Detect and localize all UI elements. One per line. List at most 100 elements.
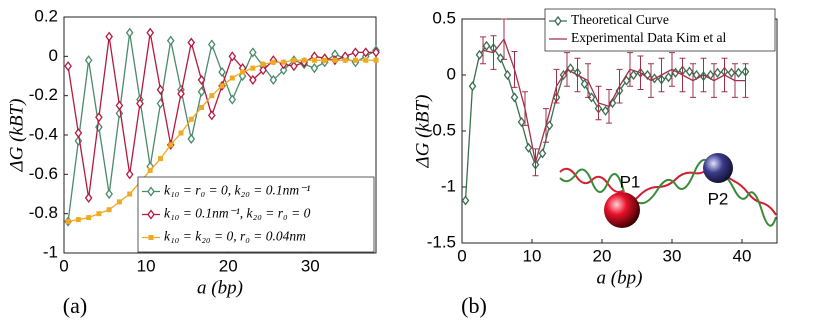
marker (322, 57, 328, 63)
error-bar (553, 68, 560, 104)
marker (188, 116, 194, 122)
marker (177, 88, 185, 99)
x-tick-label: 0 (59, 256, 68, 275)
marker (468, 81, 477, 92)
y-tick-label: -0.8 (29, 203, 58, 222)
marker (228, 94, 237, 105)
error-bar (574, 57, 581, 93)
marker (279, 65, 288, 76)
marker (363, 57, 369, 63)
y-tick-label: 0 (447, 64, 456, 83)
legend-box (137, 176, 375, 253)
marker (197, 86, 206, 97)
error-bar (669, 52, 675, 87)
marker (127, 191, 133, 197)
marker (290, 61, 298, 72)
y-axis-label: ΔG (kBT) (412, 95, 433, 169)
marker (311, 57, 317, 63)
error-bar (511, 50, 518, 88)
error-bar (742, 63, 749, 98)
y-tick-label: 0 (49, 46, 58, 65)
error-bar (543, 108, 549, 143)
y-axis-label: ΔG (kBT) (6, 99, 27, 173)
marker (228, 51, 237, 62)
y-tick-label: -1.5 (427, 232, 456, 251)
error-bar (721, 57, 728, 93)
marker (281, 59, 287, 65)
marker (64, 61, 72, 72)
marker (136, 98, 144, 109)
marker (84, 192, 93, 204)
marker (270, 59, 276, 65)
error-bar (690, 63, 696, 98)
error-bar (522, 91, 528, 126)
y-tick-label: -1 (43, 242, 58, 261)
marker (269, 74, 278, 86)
marker (608, 97, 617, 109)
marker (197, 74, 206, 86)
marker (75, 217, 81, 223)
marker (629, 69, 638, 81)
marker (240, 69, 246, 75)
legend-marker (148, 235, 154, 240)
legend-label: k₁₀ = r₀ = 0, k₂₀ = 0.1nm⁻¹ (164, 183, 310, 198)
error-bar (585, 63, 591, 98)
marker (373, 57, 379, 63)
marker (249, 47, 257, 58)
marker (332, 57, 338, 63)
marker (538, 148, 547, 159)
marker (187, 133, 196, 145)
marker (105, 188, 113, 200)
error-bar (658, 57, 665, 93)
marker (713, 67, 722, 78)
marker (291, 57, 297, 63)
legend-label: k₁₀ = k₂₀ = 0, r₀ = 0.04nm (164, 229, 306, 244)
marker (601, 105, 610, 116)
error-bar (711, 63, 717, 98)
marker (580, 78, 589, 90)
marker (727, 67, 736, 78)
x-axis-label: a (bp) (597, 267, 643, 288)
error-bar (606, 89, 612, 124)
marker (229, 75, 235, 81)
y-tick-label: 0.5 (432, 8, 456, 27)
marker (496, 53, 505, 64)
error-bar (595, 85, 602, 121)
y-tick-label: -0.2 (29, 85, 58, 104)
marker (95, 112, 103, 123)
error-bar (501, 18, 507, 60)
helix-strand (559, 164, 777, 216)
marker (219, 83, 225, 89)
error-bar (532, 148, 539, 177)
dna-illustration (559, 153, 777, 228)
error-bar (700, 57, 707, 93)
error-bar (648, 63, 654, 98)
error-bar (679, 57, 686, 93)
y-tick-label: -0.4 (29, 124, 58, 143)
legend-box (544, 8, 776, 52)
marker (156, 84, 165, 95)
legend-label: k₁₀ = 0.1nm⁻¹, k₂₀ = r₀ = 0 (164, 206, 311, 221)
marker (260, 61, 266, 67)
y-tick-label: -0.6 (29, 164, 58, 183)
marker (157, 156, 163, 162)
x-tick-label: 0 (457, 246, 466, 265)
error-bar (480, 36, 486, 65)
marker (587, 92, 596, 103)
error-bar (490, 35, 497, 70)
y-tick-label: -0.5 (427, 120, 456, 139)
marker (166, 35, 175, 46)
marker (301, 57, 307, 63)
x-axis-label: a (bp) (197, 277, 243, 298)
error-bar (627, 52, 633, 87)
marker (125, 169, 134, 180)
marker (187, 37, 196, 48)
marker (361, 47, 370, 58)
marker (218, 66, 226, 78)
x-tick-label: 10 (523, 246, 542, 265)
helix-strand (559, 159, 777, 227)
annotation: P1 (620, 172, 641, 191)
marker (65, 219, 71, 225)
marker (545, 120, 554, 131)
x-tick-label: 40 (733, 246, 752, 265)
